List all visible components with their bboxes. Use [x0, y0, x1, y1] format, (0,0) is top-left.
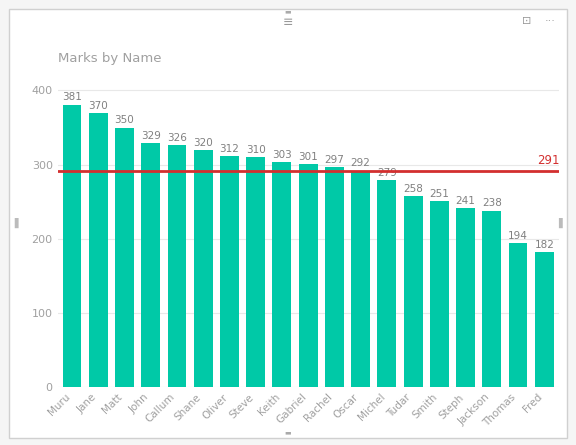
Text: 238: 238: [482, 198, 502, 208]
Text: ⊡: ⊡: [522, 16, 532, 26]
Text: 258: 258: [403, 184, 423, 194]
Text: ▐: ▐: [10, 218, 18, 227]
Text: ▬: ▬: [285, 429, 291, 435]
Text: 297: 297: [324, 155, 344, 165]
Bar: [377, 180, 396, 387]
Bar: [194, 150, 213, 387]
Text: ≡: ≡: [283, 16, 293, 29]
Text: 194: 194: [508, 231, 528, 241]
Text: 312: 312: [219, 144, 240, 154]
Text: 251: 251: [429, 189, 449, 199]
Text: ▌: ▌: [558, 218, 566, 227]
Bar: [89, 113, 108, 387]
Text: 291: 291: [537, 154, 559, 167]
Bar: [272, 162, 291, 387]
Bar: [325, 167, 344, 387]
Text: 241: 241: [456, 196, 476, 206]
Text: 370: 370: [88, 101, 108, 110]
Text: 381: 381: [62, 93, 82, 102]
Bar: [220, 156, 239, 387]
Text: 303: 303: [272, 150, 292, 160]
Bar: [168, 146, 187, 387]
Bar: [509, 243, 528, 387]
Text: 301: 301: [298, 152, 318, 162]
Bar: [63, 105, 81, 387]
Bar: [299, 164, 317, 387]
Bar: [456, 208, 475, 387]
Text: Marks by Name: Marks by Name: [58, 52, 161, 65]
Text: 279: 279: [377, 168, 397, 178]
Text: ···: ···: [545, 16, 555, 26]
Bar: [482, 210, 501, 387]
Text: 350: 350: [115, 115, 134, 125]
Text: ▬: ▬: [285, 8, 291, 14]
Bar: [115, 128, 134, 387]
Text: 182: 182: [535, 240, 554, 250]
Text: 329: 329: [141, 131, 161, 141]
Bar: [141, 143, 160, 387]
Bar: [535, 252, 554, 387]
Text: 292: 292: [351, 158, 370, 168]
Text: 320: 320: [194, 138, 213, 148]
Bar: [247, 157, 265, 387]
Bar: [351, 170, 370, 387]
Text: 326: 326: [167, 133, 187, 143]
Text: 310: 310: [246, 145, 266, 155]
Bar: [430, 201, 449, 387]
Bar: [404, 196, 423, 387]
